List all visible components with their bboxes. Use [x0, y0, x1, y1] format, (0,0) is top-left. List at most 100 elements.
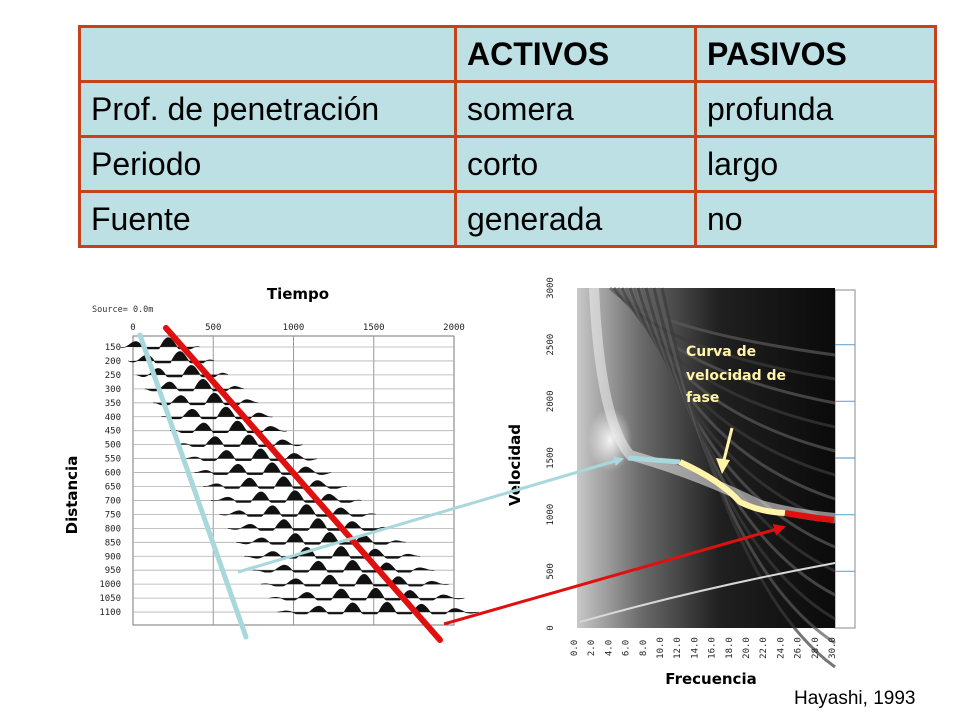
dispersion-contour: [624, 287, 836, 453]
annotation-arrow-head: [716, 458, 730, 474]
seismogram-source-label: Source= 0.0m: [92, 305, 153, 315]
table-cell: largo: [694, 135, 937, 193]
table-row: Fuente generada no: [78, 190, 937, 248]
light-blue-arrow: [237, 456, 624, 574]
higher-mode-line: [579, 562, 836, 623]
distance-tick-label: 300: [105, 385, 121, 395]
frequency-tick-label: 6.0: [622, 640, 632, 656]
seismic-trace: [260, 573, 449, 587]
distance-tick-label: 400: [105, 413, 121, 423]
dispersion-contour: [660, 287, 836, 669]
seismic-trace: [219, 504, 376, 517]
time-tick-label: 1500: [363, 323, 385, 333]
frequency-tick-label: 20.0: [742, 637, 752, 659]
seismic-trace: [211, 490, 362, 503]
time-tick-label: 1000: [283, 323, 305, 333]
distance-tick-label: 250: [105, 371, 121, 381]
table-header-empty: [78, 25, 457, 83]
table-cell: Periodo: [78, 135, 457, 193]
table-header-activos: ACTIVOS: [454, 25, 697, 83]
distance-tick-label: 350: [105, 399, 121, 409]
distance-tick-label: 950: [105, 566, 121, 576]
time-tick-label: 500: [205, 323, 221, 333]
table-cell: Fuente: [78, 190, 457, 248]
velocity-tick-label: 1500: [546, 447, 556, 469]
dispersion-x-label: Frecuencia: [665, 670, 756, 688]
frequency-tick-label: 10.0: [656, 637, 666, 659]
red-arrow: [443, 523, 786, 626]
seismogram-x-label: Tiempo: [267, 285, 329, 303]
velocity-tick-label: 500: [546, 563, 556, 579]
velocity-tick-label: 2500: [546, 334, 556, 356]
seismic-trace: [277, 601, 479, 615]
time-tick-label: 0: [130, 323, 135, 333]
time-tick-label: 2000: [443, 323, 465, 333]
distance-tick-label: 800: [105, 524, 121, 534]
frequency-tick-label: 18.0: [725, 637, 735, 659]
seismic-trace: [169, 420, 287, 433]
velocity-tick-label: 3000: [546, 277, 556, 299]
dispersion-y-label: Velocidad: [506, 424, 524, 506]
light-blue-line: [137, 332, 249, 640]
frequency-ticks: 0.0 2.0 4.0 6.0 8.0 10.0 12.0 14.0 16.0 18.0 20.0 2…: [570, 637, 838, 659]
distance-tick-label: 500: [105, 441, 121, 451]
frequency-tick-label: 30.0: [828, 637, 838, 659]
seismic-trace: [186, 448, 317, 461]
seismic-trace: [194, 462, 332, 475]
velocity-tick-label: 2000: [546, 390, 556, 412]
frequency-tick-label: 14.0: [690, 637, 700, 659]
seismogram-y-label: Distancia: [63, 456, 81, 535]
frequency-tick-label: 8.0: [639, 640, 649, 656]
dispersion-contour: [640, 287, 836, 549]
frequency-tick-label: 28.0: [811, 637, 821, 659]
distance-tick-label: 550: [105, 455, 121, 465]
table-row: Periodo corto largo: [78, 135, 937, 193]
distance-tick-label: 750: [105, 510, 121, 520]
distance-tick-label: 700: [105, 496, 121, 506]
distance-tick-label: 850: [105, 538, 121, 548]
dispersion-side-frame: [834, 289, 856, 629]
table-cell: somera: [454, 80, 697, 138]
dispersion-contour: [652, 287, 836, 621]
table-header-row: ACTIVOS PASIVOS: [78, 25, 937, 83]
annotation-line-2: velocidad de: [686, 368, 786, 384]
distance-tick-label: 1100: [99, 608, 121, 618]
velocity-ticks: 0 500 1000 1500 2000 2500 3000: [546, 277, 556, 631]
seismogram-panel: Tiempo Distancia Source= 0.0m 0 500 1000 15…: [63, 285, 479, 643]
seismogram-time-ticks: 0 500 1000 1500 2000: [130, 323, 465, 333]
distance-tick-label: 600: [105, 469, 121, 479]
frequency-tick-label: 12.0: [673, 637, 683, 659]
table-row: Prof. de penetración somera profunda: [78, 80, 937, 138]
seismic-trace: [244, 546, 421, 559]
velocity-gridlines: [835, 344, 855, 572]
dispersion-contour: [632, 287, 836, 501]
table-header-pasivos: PASIVOS: [694, 25, 937, 83]
velocity-tick-label: 0: [546, 625, 556, 630]
frequency-tick-label: 0.0: [570, 640, 580, 656]
frequency-tick-label: 4.0: [604, 640, 614, 656]
seismic-trace: [153, 392, 259, 406]
distance-tick-label: 1050: [99, 594, 121, 604]
distance-tick-label: 900: [105, 552, 121, 562]
dispersion-contour: [656, 287, 836, 645]
dispersion-curve-low: [627, 455, 681, 465]
dispersion-curve-high: [784, 510, 835, 523]
phase-velocity-curve: [678, 459, 786, 516]
frequency-tick-label: 22.0: [759, 637, 769, 659]
comparison-table: ACTIVOS PASIVOS Prof. de penetración som…: [78, 25, 937, 248]
frequency-tick-label: 16.0: [708, 637, 718, 659]
frequency-tick-label: 24.0: [776, 637, 786, 659]
distance-tick-label: 650: [105, 483, 121, 493]
table-cell: profunda: [694, 80, 937, 138]
dispersion-contour: [628, 287, 836, 477]
seismic-trace: [161, 406, 273, 420]
table-cell: no: [694, 190, 937, 248]
frequency-tick-label: 2.0: [587, 640, 597, 656]
frequency-tick-label: 26.0: [794, 637, 804, 659]
annotation-line-3: fase: [686, 390, 719, 406]
table-cell: corto: [454, 135, 697, 193]
seismic-trace: [227, 518, 390, 531]
seismic-trace: [252, 560, 435, 573]
table-cell: generada: [454, 190, 697, 248]
annotation-line-1: Curva de: [686, 344, 756, 360]
